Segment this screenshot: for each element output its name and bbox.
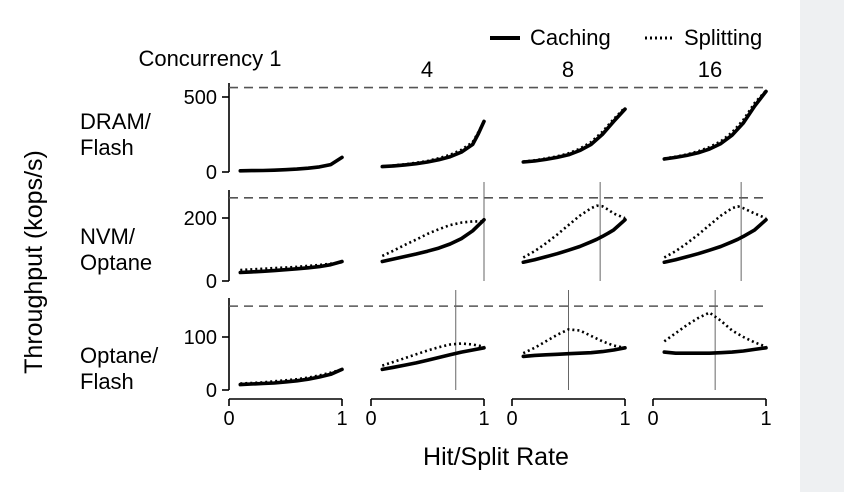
y-axes: 0 500 0 200 0 100 — [184, 83, 230, 402]
series-caching-row-3-col-3 — [521, 345, 627, 359]
series-splitting-row-3-col-2 — [381, 342, 485, 367]
x-tick-label-col-4-a: 0 — [647, 408, 658, 430]
x-tick-label-col-1-b: 1 — [336, 408, 347, 430]
column-headers: Concurrency 1 4 8 16 — [138, 46, 722, 82]
y-tick-label-row-2-b: 200 — [184, 208, 217, 230]
series-caching-row-3-col-1 — [238, 367, 344, 387]
row-label-3-line-1: Optane/ — [80, 343, 159, 368]
legend: Caching Splitting — [490, 25, 762, 50]
row-label-3-line-2: Flash — [80, 369, 134, 394]
series-caching-row-2-col-1 — [238, 259, 344, 275]
column-title-4: 16 — [698, 57, 722, 82]
y-tick-label-row-1-a: 0 — [206, 162, 217, 184]
series-caching-row-1-col-2 — [380, 119, 486, 169]
x-tick-label-col-2-a: 0 — [365, 408, 376, 430]
legend-label-caching: Caching — [530, 25, 611, 50]
series-splitting-row-2-col-4 — [663, 205, 767, 259]
legend-label-splitting: Splitting — [684, 25, 762, 50]
y-axis-label: Throughput (kops/s) — [20, 150, 48, 374]
x-tick-label-col-1-a: 0 — [223, 408, 234, 430]
row-label-2-line-1: NVM/ — [80, 224, 136, 249]
series-splitting-row-2-col-1 — [240, 260, 343, 272]
y-tick-label-row-1-b: 500 — [184, 87, 217, 109]
series-splitting-row-1-col-4 — [664, 89, 767, 160]
row-label-1-line-1: DRAM/ — [80, 109, 152, 134]
y-tick-label-row-3-a: 0 — [206, 380, 217, 402]
y-tick-label-row-3-b: 100 — [184, 327, 217, 349]
series-caching-row-1-col-1 — [238, 155, 344, 173]
column-title-3: 8 — [562, 57, 574, 82]
series-caching-row-3-col-4 — [662, 345, 768, 356]
x-tick-label-col-2-b: 1 — [478, 408, 489, 430]
column-title-2: 4 — [421, 57, 433, 82]
series-caching-row-2-col-3 — [521, 218, 627, 265]
x-tick-label-col-3-b: 1 — [619, 408, 630, 430]
y-tick-label-row-2-a: 0 — [206, 271, 217, 293]
x-axes: 0 1 0 1 0 1 0 1 — [223, 398, 772, 430]
x-axis-label: Hit/Split Rate — [423, 443, 569, 471]
row-labels: DRAM/ Flash NVM/ Optane Optane/ Flash — [80, 109, 159, 394]
series-caching-row-3-col-2 — [380, 345, 486, 372]
chart-marks — [229, 86, 768, 390]
series-splitting-row-3-col-3 — [522, 328, 626, 355]
x-tick-label-col-3-a: 0 — [506, 408, 517, 430]
series-caching-row-1-col-3 — [521, 107, 627, 164]
row-label-2-line-2: Optane — [80, 250, 152, 275]
series-splitting-row-2-col-2 — [381, 220, 484, 258]
series-caching-row-2-col-2 — [380, 218, 486, 264]
series-caching-row-2-col-4 — [662, 218, 768, 265]
column-title-1: Concurrency 1 — [138, 46, 281, 71]
x-tick-label-col-4-b: 1 — [760, 408, 771, 430]
row-label-1-line-2: Flash — [80, 135, 134, 160]
side-panel — [800, 0, 844, 492]
series-caching-row-1-col-4 — [662, 89, 768, 161]
series-splitting-row-3-col-4 — [663, 311, 767, 348]
